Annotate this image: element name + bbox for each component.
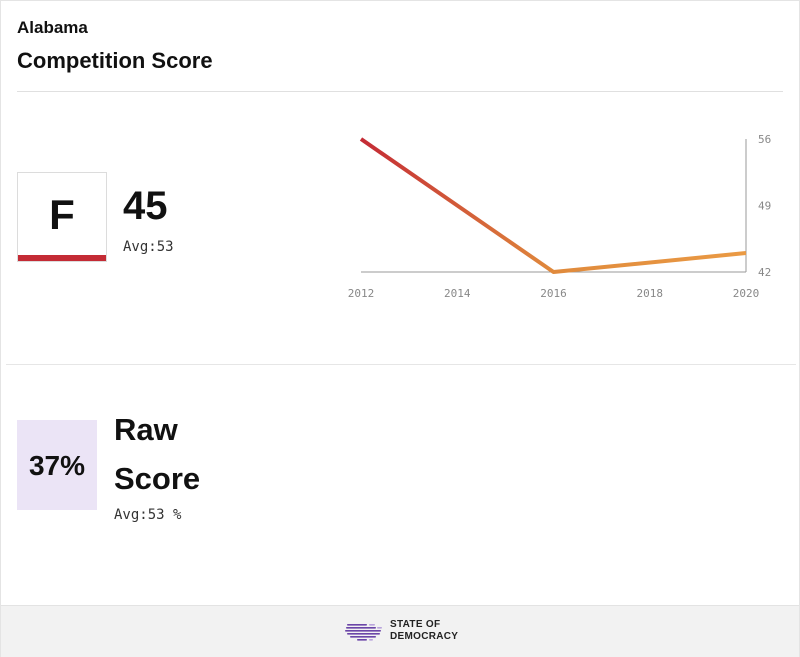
series-line: [359, 137, 747, 274]
score-average: Avg:53: [123, 239, 174, 255]
logo-line-1: STATE OF: [390, 619, 441, 630]
grade-color-bar: [18, 255, 106, 261]
raw-score-label-line2: Score: [114, 461, 201, 496]
header-divider: [17, 91, 783, 92]
raw-score-average: Avg:53 %: [114, 507, 182, 523]
x-tick-label: 2012: [348, 287, 375, 300]
raw-score-badge: 37%: [17, 420, 97, 510]
x-tick-label: 2014: [444, 287, 471, 300]
x-tick-label: 2020: [733, 287, 760, 300]
section-divider: [6, 364, 796, 365]
raw-score-value: 37%: [28, 450, 86, 481]
state-name: Alabama: [17, 18, 88, 37]
score-value: 45: [123, 184, 168, 228]
y-tick-label: 49: [758, 200, 771, 213]
y-tick-label: 56: [758, 133, 771, 146]
raw-score-label-line1: Raw: [114, 412, 178, 447]
y-tick-label: 42: [758, 266, 771, 279]
us-map-icon: [345, 624, 382, 641]
page-title: Competition Score: [17, 48, 213, 73]
score-trend-chart: 2012 2014 2016 2018 2020 56 49 42: [348, 133, 772, 300]
footer-logo-text: STATE OF DEMOCRACY: [390, 619, 458, 643]
x-tick-label: 2016: [540, 287, 567, 300]
grade-letter: F: [49, 191, 75, 238]
x-tick-label: 2018: [637, 287, 664, 300]
grade-badge: F: [17, 172, 107, 262]
logo-line-2: DEMOCRACY: [390, 631, 459, 642]
footer: STATE OF DEMOCRACY: [1, 605, 799, 657]
